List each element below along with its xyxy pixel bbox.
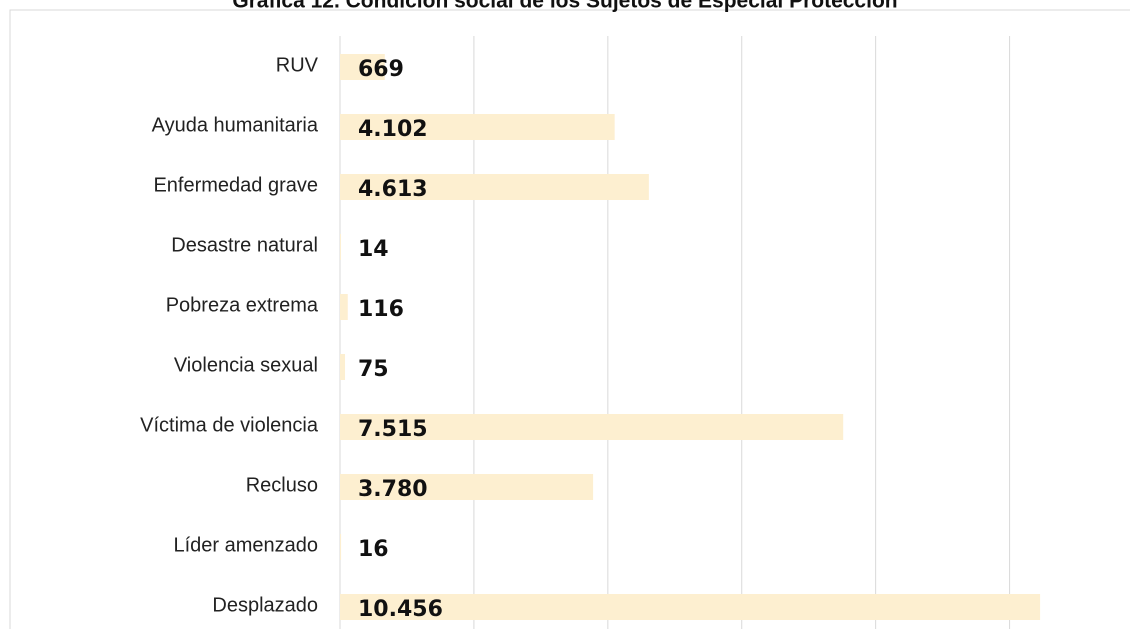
y-tick-label: Pobreza extrema <box>166 294 319 316</box>
y-tick-label: Violencia sexual <box>174 354 318 376</box>
data-label: 7.515 <box>358 417 428 442</box>
data-label: 16 <box>358 537 389 562</box>
y-tick-label: Recluso <box>246 474 318 496</box>
y-tick-label: Líder amenzado <box>173 534 318 556</box>
chart-title: Gráfica 12. Condición social de los Suje… <box>232 0 897 13</box>
data-label: 10.456 <box>358 597 443 622</box>
y-tick-label: Desastre natural <box>171 234 318 256</box>
y-tick-label: Ayuda humanitaria <box>152 114 319 136</box>
y-tick-label: Víctima de violencia <box>140 414 319 436</box>
bar <box>340 474 594 500</box>
bar <box>340 114 615 140</box>
data-label: 116 <box>358 297 404 322</box>
data-label: 14 <box>358 237 389 262</box>
bar <box>340 54 385 80</box>
bar <box>340 414 844 440</box>
bar <box>340 174 649 200</box>
title-bg <box>400 0 1040 6</box>
data-label: 4.613 <box>358 177 428 202</box>
data-label: 4.102 <box>358 117 428 142</box>
data-label: 3.780 <box>358 477 428 502</box>
bar <box>340 234 341 260</box>
bar <box>340 294 348 320</box>
y-tick-label: Desplazado <box>212 594 318 616</box>
y-tick-label: RUV <box>276 54 319 76</box>
bar <box>340 534 342 560</box>
bar <box>340 354 346 380</box>
data-label: 75 <box>358 357 389 382</box>
chart-border <box>9 9 1130 629</box>
y-tick-label: Enfermedad grave <box>153 174 318 196</box>
bar <box>340 594 1041 620</box>
data-label: 669 <box>358 57 404 82</box>
